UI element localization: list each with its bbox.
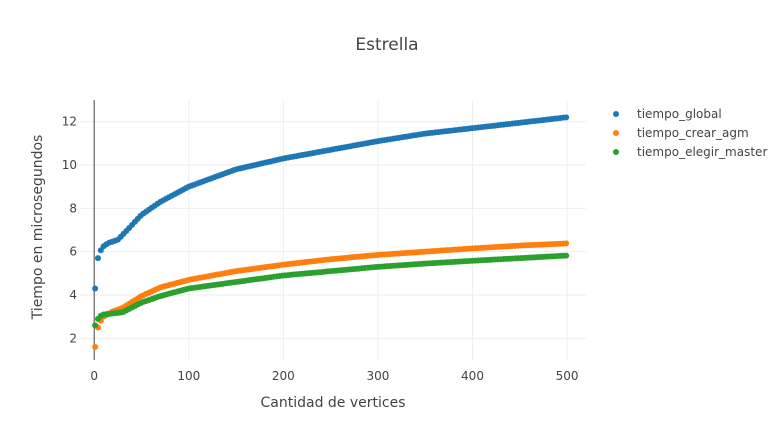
series-tiempo_global	[92, 114, 570, 292]
chart-title: Estrella	[355, 35, 418, 55]
legend-label: tiempo_crear_agm	[637, 126, 749, 140]
x-tick-label: 100	[177, 369, 200, 383]
data-point	[563, 240, 570, 247]
y-tick-label: 6	[69, 245, 77, 259]
y-axis-title: Tiempo en microsegundos	[30, 135, 46, 321]
data-point	[92, 344, 99, 350]
data-point	[563, 252, 570, 259]
y-tick-label: 10	[62, 158, 77, 172]
legend: tiempo_global tiempo_crear_agm tiempo_eleg…	[613, 107, 767, 159]
x-tick-label: 400	[461, 369, 484, 383]
data-point	[92, 322, 99, 329]
legend-item-tiempo_crear_agm[interactable]: tiempo_crear_agm	[613, 126, 749, 140]
data-point	[92, 285, 99, 292]
data-point	[563, 114, 570, 121]
axes: 0 100 200 300 400 500 2 4 6 8 10 12	[62, 100, 579, 383]
legend-marker	[613, 130, 619, 136]
y-tick-label: 4	[69, 288, 77, 302]
y-tick-label: 2	[69, 331, 77, 345]
legend-item-tiempo_elegir_master[interactable]: tiempo_elegir_master	[613, 145, 767, 159]
y-tick-label: 12	[62, 115, 77, 129]
data-points	[92, 114, 570, 350]
x-tick-label: 500	[556, 369, 579, 383]
legend-label: tiempo_elegir_master	[637, 145, 767, 159]
series-tiempo_elegir_master	[92, 252, 570, 329]
legend-label: tiempo_global	[637, 107, 722, 121]
legend-item-tiempo_global[interactable]: tiempo_global	[613, 107, 722, 121]
y-tick-label: 8	[69, 201, 77, 215]
data-point	[94, 255, 101, 262]
x-tick-label: 0	[90, 369, 98, 383]
x-tick-label: 200	[272, 369, 295, 383]
x-tick-label: 300	[366, 369, 389, 383]
x-axis-title: Cantidad de vertices	[261, 395, 406, 411]
legend-marker	[613, 149, 619, 155]
legend-marker	[613, 111, 619, 117]
